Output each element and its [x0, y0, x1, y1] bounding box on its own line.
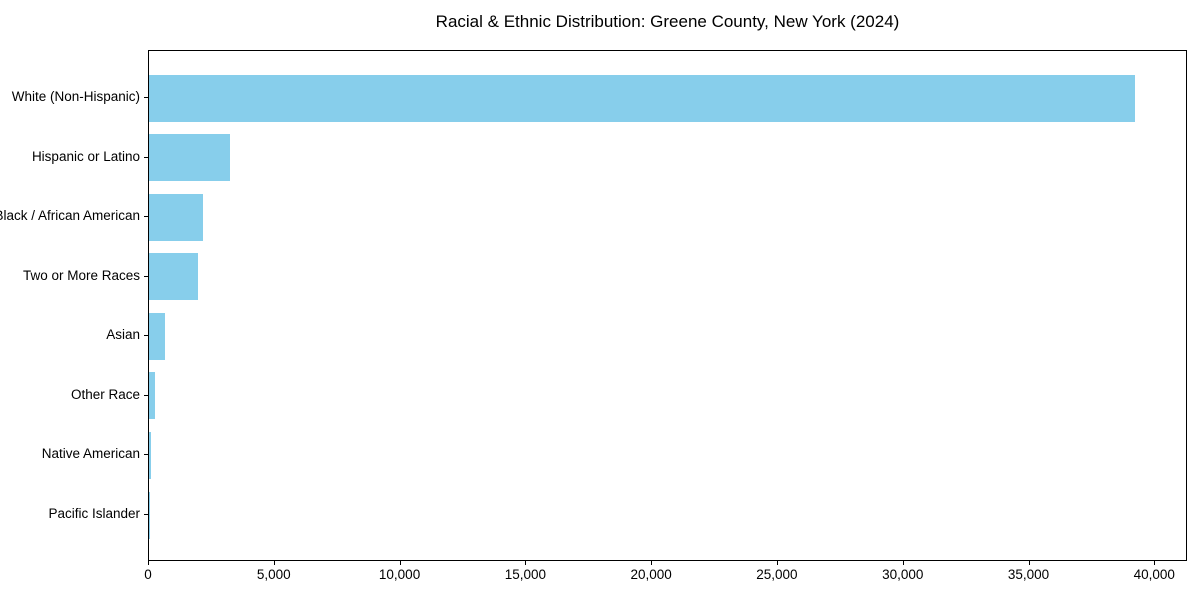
bar-asian: [149, 312, 165, 360]
y-axis-tick: [144, 216, 148, 218]
x-axis-tick: [902, 561, 904, 565]
x-axis-tick-label: 5,000: [256, 567, 291, 582]
x-axis-tick-label: 30,000: [882, 567, 924, 582]
plot-area: [148, 50, 1187, 561]
bar-black-african-american: [149, 193, 204, 241]
y-axis-label: Black / African American: [0, 208, 140, 224]
x-axis-tick: [399, 561, 401, 565]
x-axis-tick-label: 15,000: [504, 567, 546, 582]
y-axis-label: Asian: [106, 327, 140, 343]
y-axis-label: Hispanic or Latino: [31, 148, 140, 164]
y-axis-label: White (Non-Hispanic): [11, 89, 140, 104]
x-axis-tick: [651, 561, 653, 565]
y-axis-label: Native American: [41, 446, 140, 462]
y-axis-label: Other Race: [70, 386, 140, 402]
bar-native-american: [149, 431, 151, 479]
y-axis-tick: [144, 156, 148, 158]
bar-white-non-hispanic: [149, 74, 1135, 122]
x-axis-tick: [525, 561, 527, 565]
y-axis-tick: [144, 454, 148, 456]
y-axis-tick: [144, 394, 148, 396]
x-axis-tick: [273, 561, 275, 565]
bar-other-race: [149, 372, 155, 420]
chart-title: Racial & Ethnic Distribution: Greene Cou…: [435, 12, 900, 31]
x-axis-tick-label: 40,000: [1133, 567, 1175, 582]
bar-two-or-more-races: [149, 253, 199, 301]
y-axis-label: Two or More Races: [22, 267, 140, 283]
y-axis-tick: [144, 335, 148, 337]
x-axis-tick: [1154, 561, 1156, 565]
y-axis-tick: [144, 275, 148, 277]
x-axis-tick: [148, 561, 149, 565]
y-axis-tick: [144, 514, 148, 515]
x-axis-tick-label: 25,000: [756, 567, 798, 582]
x-axis-tick-label: 35,000: [1007, 567, 1050, 582]
bar-hispanic-or-latino: [149, 134, 231, 182]
x-axis-tick: [1028, 561, 1030, 565]
x-axis-tick: [776, 561, 778, 565]
x-axis-tick-label: 10,000: [378, 567, 421, 582]
x-axis-tick-label: 0: [144, 567, 152, 582]
x-axis-tick-label: 20,000: [630, 567, 672, 582]
y-axis-tick: [144, 97, 148, 98]
y-axis-label: Pacific Islander: [48, 506, 140, 521]
